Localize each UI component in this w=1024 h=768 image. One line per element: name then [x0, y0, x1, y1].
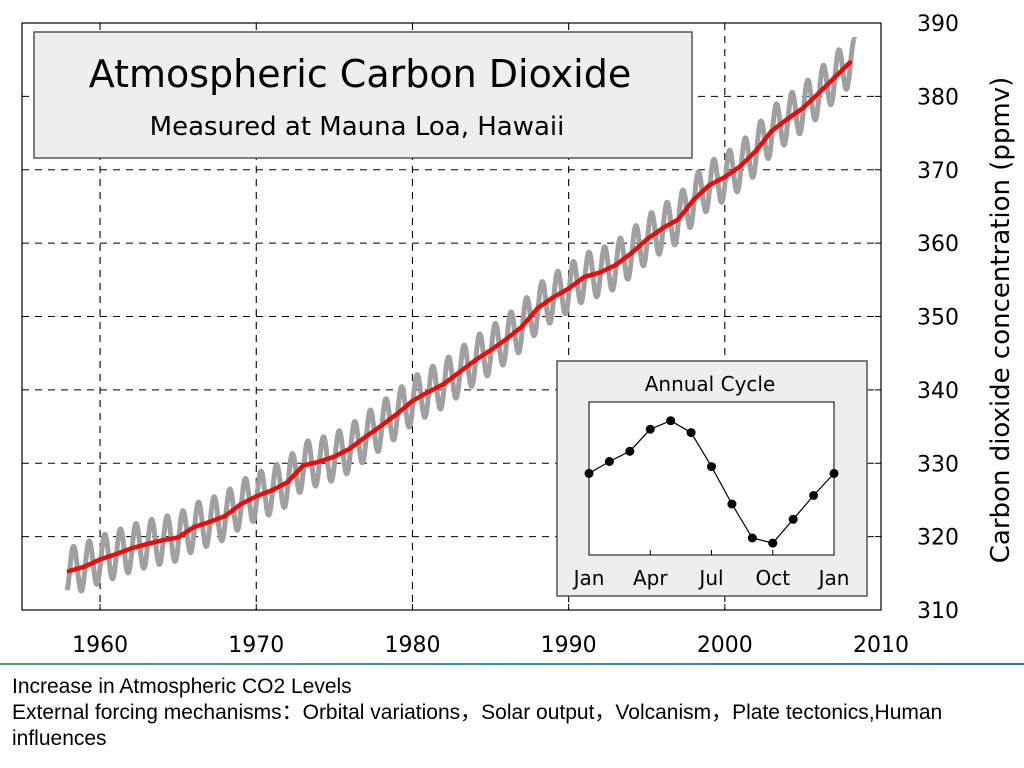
y-tick-label: 390: [917, 12, 959, 37]
inset-title: Annual Cycle: [645, 372, 776, 396]
x-tick-label: 2000: [697, 633, 753, 658]
annual-cycle-point: [645, 424, 655, 434]
y-tick-label: 310: [917, 599, 959, 624]
annual-cycle-point: [686, 428, 696, 438]
seasonal-co2-line: [64, 36, 858, 594]
annual-cycle-point: [584, 468, 594, 478]
inset-x-tick-label: Jan: [572, 566, 605, 590]
y-tick-label: 360: [917, 232, 959, 257]
y-tick-label: 340: [917, 379, 959, 404]
chart-subtitle: Measured at Mauna Loa, Hawaii: [150, 112, 565, 142]
annual-cycle-point: [604, 457, 614, 466]
annual-cycle-point: [768, 538, 778, 548]
inset-x-tick-label: Apr: [633, 566, 668, 590]
inset-x-tick-label: Jan: [817, 566, 850, 590]
annual-cycle-point: [666, 416, 676, 426]
annual-cycle-inset: Annual Cycle Jan Apr Jul Oct Jan: [556, 360, 868, 597]
inset-x-tick-label: Jul: [697, 566, 723, 590]
x-tick-label: 1980: [384, 633, 440, 658]
x-tick-label: 1990: [541, 633, 597, 658]
y-tick-label: 370: [917, 159, 959, 184]
y-tick-label: 350: [917, 306, 959, 331]
y-tick-label: 330: [917, 452, 959, 477]
y-tick-label: 320: [917, 526, 959, 551]
y-axis-label: Carbon dioxide concentration (ppmv): [986, 77, 1016, 563]
trend-co2-line: [66, 60, 853, 574]
y-tick-label: 380: [917, 85, 959, 110]
caption: Increase in Atmospheric CO2 Levels Exter…: [12, 674, 1012, 752]
annual-cycle-point: [809, 491, 819, 500]
annual-cycle-point: [625, 446, 635, 456]
annual-cycle-point: [829, 468, 839, 478]
annual-cycle-point: [727, 499, 737, 509]
annual-cycle-point: [788, 514, 798, 524]
annual-cycle-point: [747, 533, 757, 543]
chart-title: Atmospheric Carbon Dioxide: [89, 52, 631, 96]
x-tick-label: 1960: [72, 633, 128, 658]
annual-cycle-point: [707, 462, 716, 472]
title-box: Atmospheric Carbon Dioxide Measured at M…: [33, 31, 693, 159]
x-tick-label: 2010: [853, 633, 909, 658]
x-tick-label: 1970: [228, 633, 284, 658]
caption-line-1: Increase in Atmospheric CO2 Levels: [12, 675, 352, 698]
co2-chart: 1960 1970 1980 1990 2000 2010 310 320 330 340 350…: [21, 12, 1016, 658]
slide-divider: [0, 663, 1024, 665]
caption-line-2: External forcing mechanisms：Orbital vari…: [12, 701, 943, 750]
inset-x-tick-label: Oct: [755, 566, 790, 590]
